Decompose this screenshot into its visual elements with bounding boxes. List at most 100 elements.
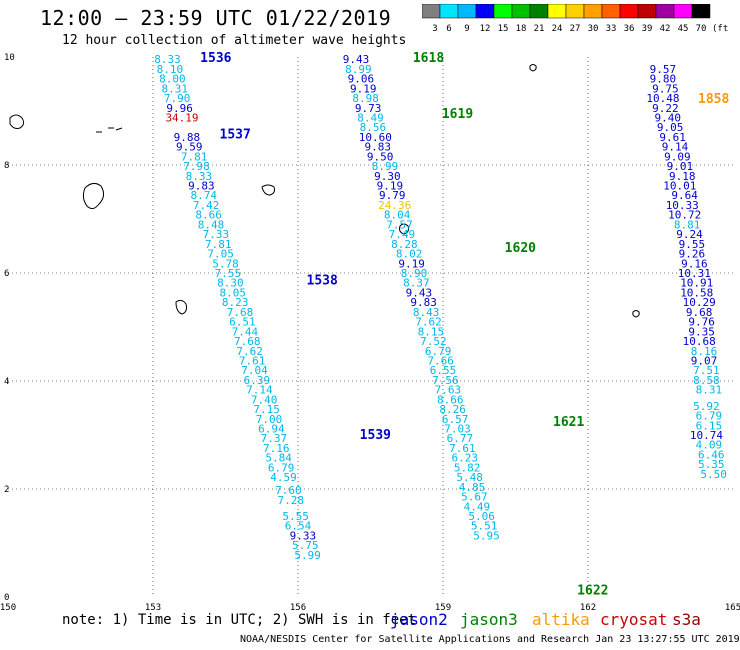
swh-value: 9.57 xyxy=(650,63,677,76)
y-tick-label: 2 xyxy=(4,485,9,495)
satellite-legend-item: altika xyxy=(532,610,590,629)
swh-value: 8.99 xyxy=(372,160,399,173)
swh-value: 5.55 xyxy=(282,510,309,523)
swh-value: 8.43 xyxy=(413,306,440,319)
swh-value: 10.74 xyxy=(690,429,723,442)
swh-value: 6.77 xyxy=(447,432,474,445)
swh-value: 9.30 xyxy=(374,170,401,183)
swh-value: 4.85 xyxy=(459,481,486,494)
swh-value: 8.26 xyxy=(439,403,466,416)
swh-value: 9.88 xyxy=(174,131,201,144)
swh-value: 8.28 xyxy=(391,238,418,251)
swh-value: 7.62 xyxy=(236,345,263,358)
swh-value: 6.79 xyxy=(425,345,452,358)
swh-value: 7.00 xyxy=(256,413,283,426)
swh-value: 5.67 xyxy=(461,491,488,504)
satellite-legend-item: jason3 xyxy=(460,610,518,629)
satellite-legend-item: cryosat xyxy=(600,610,668,629)
chart-title: 12:00 – 23:59 UTC 01/22/2019 xyxy=(40,6,392,30)
swh-value: 8.99 xyxy=(345,63,372,76)
satellite-legend-item: s3a xyxy=(672,610,701,629)
swh-value: 9.33 xyxy=(290,529,317,542)
swh-value: 4.49 xyxy=(464,500,491,513)
swh-value: 9.76 xyxy=(688,316,715,329)
swh-value: 10.01 xyxy=(663,180,696,193)
swh-value: 9.01 xyxy=(667,160,694,173)
swh-value: 8.16 xyxy=(691,345,718,358)
pass-label: 1621 xyxy=(553,415,584,430)
pass-label: 1619 xyxy=(442,107,473,122)
scale-label: 18 xyxy=(516,24,527,34)
swh-value: 9.35 xyxy=(688,325,715,338)
swh-value: 7.49 xyxy=(389,228,416,241)
pass-label: 1620 xyxy=(505,241,536,256)
swh-value: 6.46 xyxy=(698,448,725,461)
land-outlines xyxy=(9,64,640,318)
swh-value: 9.43 xyxy=(406,286,433,299)
y-tick-label: 6 xyxy=(4,269,9,279)
x-tick-label: 159 xyxy=(435,603,451,613)
swh-value: 5.92 xyxy=(693,400,720,413)
swh-value: 7.81 xyxy=(181,150,208,163)
island-outline xyxy=(96,127,123,133)
x-tick-label: 153 xyxy=(145,603,161,613)
pass-label: 1622 xyxy=(577,583,608,598)
x-tick-label: 150 xyxy=(0,603,16,613)
swh-value: 9.73 xyxy=(355,102,382,115)
swh-value: 7.62 xyxy=(415,316,442,329)
swh-value: 7.14 xyxy=(246,384,273,397)
swh-value: 9.75 xyxy=(652,82,679,95)
swh-value: 7.63 xyxy=(435,384,462,397)
swh-value: 7.05 xyxy=(207,248,234,261)
swh-value: 7.33 xyxy=(203,228,230,241)
swh-value: 6.54 xyxy=(285,520,312,533)
x-tick-label: 162 xyxy=(580,603,596,613)
swh-value: 7.81 xyxy=(205,238,232,251)
swh-value: 9.14 xyxy=(662,141,689,154)
swh-value: 7.57 xyxy=(386,218,413,231)
swh-value: 8.33 xyxy=(186,170,213,183)
swh-value: 10.48 xyxy=(646,92,679,105)
swh-value: 8.74 xyxy=(191,189,218,202)
swh-value: 10.68 xyxy=(683,335,716,348)
swh-value: 9.09 xyxy=(664,150,691,163)
swh-value: 8.49 xyxy=(357,111,384,124)
swh-value: 5.99 xyxy=(294,549,321,562)
swh-value: 8.66 xyxy=(195,209,222,222)
swh-value: 9.43 xyxy=(343,53,370,66)
swh-value: 8.81 xyxy=(674,218,701,231)
scale-label: 12 xyxy=(480,24,491,34)
swh-value: 7.56 xyxy=(432,374,459,387)
swh-value: 9.83 xyxy=(410,296,437,309)
swh-value: 8.48 xyxy=(198,218,225,231)
footer-note: note: 1) Time is in UTC; 2) SWH is in fe… xyxy=(62,612,417,628)
swh-value: 9.22 xyxy=(652,102,679,115)
swh-value: 5.48 xyxy=(456,471,483,484)
y-tick-label: 10 xyxy=(4,53,15,63)
chart-subtitle: 12 hour collection of altimeter wave hei… xyxy=(62,33,407,48)
swh-value: 7.90 xyxy=(164,92,191,105)
swh-value: 9.79 xyxy=(379,189,406,202)
swh-value: 5.82 xyxy=(454,461,481,474)
scale-label: 6 xyxy=(446,24,451,34)
swh-value: 7.40 xyxy=(251,393,278,406)
swh-value: 24.36 xyxy=(378,199,411,212)
swh-value: 9.83 xyxy=(365,141,392,154)
island-outline xyxy=(175,299,187,315)
swh-value: 8.23 xyxy=(222,296,249,309)
swh-value: 4.09 xyxy=(696,439,723,452)
island-outline xyxy=(9,114,25,129)
swh-value: 10.29 xyxy=(683,296,716,309)
swh-value: 5.75 xyxy=(292,539,319,552)
swh-value: 10.60 xyxy=(359,131,392,144)
pass-label: 1536 xyxy=(200,51,231,66)
swh-value: 8.05 xyxy=(220,286,247,299)
swh-value: 7.42 xyxy=(193,199,220,212)
swh-value: 9.61 xyxy=(659,131,686,144)
swh-value: 9.96 xyxy=(166,102,193,115)
swh-value: 9.06 xyxy=(348,73,375,86)
swh-value: 7.55 xyxy=(215,267,242,280)
swh-value: 4.59 xyxy=(270,471,297,484)
axis-ticks: 150 153 156 159 162 165 0 2 4 6 8 10 xyxy=(0,53,740,613)
